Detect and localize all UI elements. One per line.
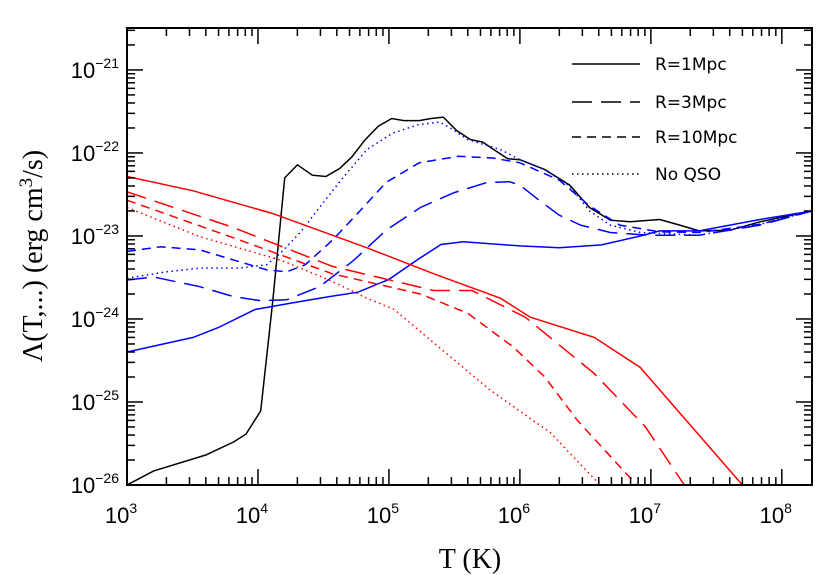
x-tick-label-base: 10 [498, 503, 522, 528]
x-tick-label-base: 10 [760, 503, 784, 528]
axes-layer: 103 104 105 106 107 10810−2610−2510−2410−2310… [71, 27, 813, 528]
x-tick-label: 108 [760, 500, 792, 528]
x-tick-label: 105 [367, 500, 399, 528]
x-tick-label-base: 10 [367, 503, 391, 528]
series-line-3-shortdash [127, 155, 812, 273]
y-tick-label-exp: −24 [95, 304, 119, 320]
y-tick-label-base: 10 [71, 224, 95, 249]
y-axis-label-main: Λ(T,...) (erg cm [18, 187, 49, 362]
x-tick-label-base: 10 [629, 503, 653, 528]
x-tick-label-exp: 4 [260, 500, 268, 516]
y-tick-label-base: 10 [71, 473, 95, 498]
legend-label: R=1Mpc [655, 55, 727, 75]
legend-label: R=3Mpc [655, 93, 727, 113]
x-tick-label-exp: 8 [784, 500, 792, 516]
y-tick-label: 10−23 [71, 221, 119, 249]
y-tick-label-exp: −22 [95, 138, 119, 154]
series-line-6-longdash [127, 191, 685, 485]
legend-label: No QSO [655, 165, 721, 185]
series-line-4-dotted [127, 121, 812, 279]
y-axis-label-tail: /s) [18, 150, 49, 178]
x-tick-label-exp: 3 [129, 500, 137, 516]
x-tick-label-exp: 7 [653, 500, 661, 516]
x-axis-label: T (K) [439, 544, 501, 575]
y-axis-label-sup: 3 [16, 178, 37, 188]
y-tick-label-exp: −26 [95, 470, 119, 486]
series-line-7-shortdash [127, 199, 638, 485]
y-tick-label-base: 10 [71, 141, 95, 166]
y-tick-label: 10−25 [71, 387, 119, 415]
series-line-1-solid [127, 210, 812, 353]
legend: R=1Mpc R=3Mpc R=10Mpc No QSO [572, 55, 738, 185]
y-tick-label-base: 10 [71, 307, 95, 332]
y-tick-label-exp: −25 [95, 387, 119, 403]
x-tick-label-base: 10 [105, 503, 129, 528]
y-tick-label-exp: −23 [95, 221, 119, 237]
y-tick-label: 10−22 [71, 138, 119, 166]
y-tick-label: 10−24 [71, 304, 119, 332]
x-tick-label-base: 10 [236, 503, 260, 528]
y-tick-label: 10−21 [71, 55, 119, 83]
x-tick-label: 107 [629, 500, 661, 528]
series-layer [127, 116, 812, 485]
series-line-5-solid [127, 175, 743, 485]
x-tick-label-exp: 6 [522, 500, 530, 516]
x-tick-label-exp: 5 [391, 500, 399, 516]
series-line-2-longdash [127, 180, 812, 302]
x-tick-label: 103 [105, 500, 137, 528]
y-tick-label: 10−26 [71, 470, 119, 498]
plot-frame [126, 27, 813, 486]
y-tick-label-base: 10 [71, 390, 95, 415]
y-tick-label-exp: −21 [95, 55, 119, 71]
y-axis-label: Λ(T,...) (erg cm3/s) [16, 150, 49, 362]
x-tick-label: 104 [236, 500, 268, 528]
legend-label: R=10Mpc [655, 128, 738, 148]
y-tick-label-base: 10 [71, 58, 95, 83]
series-line-8-dotted [127, 206, 601, 485]
x-tick-label: 106 [498, 500, 530, 528]
